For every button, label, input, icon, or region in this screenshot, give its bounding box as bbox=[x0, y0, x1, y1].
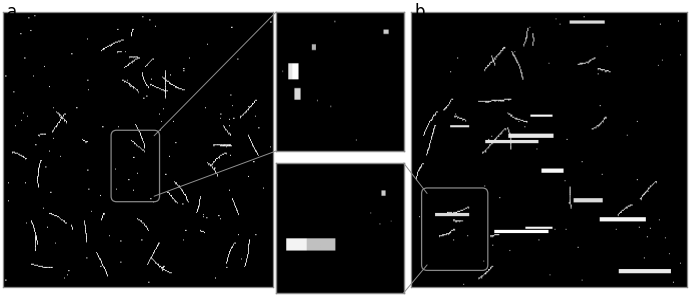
Text: b: b bbox=[414, 3, 424, 21]
Text: a: a bbox=[7, 3, 17, 21]
